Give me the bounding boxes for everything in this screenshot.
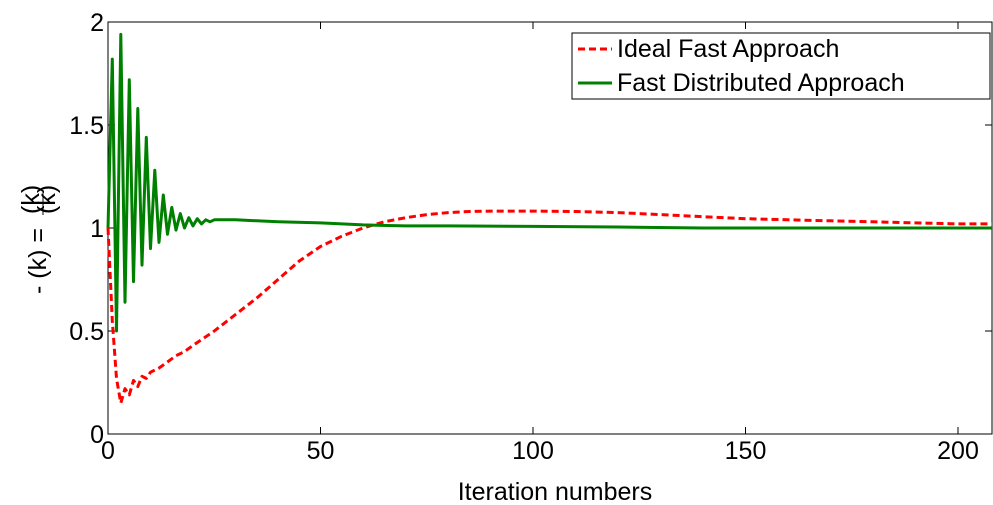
x-axis-title: Iteration numbers: [458, 478, 653, 505]
y-tick-label: 0.5: [69, 318, 104, 346]
x-tick-label: 50: [307, 437, 335, 465]
y-tick-label: 1: [90, 215, 104, 243]
y-axis-fraction-bottom: (k): [33, 185, 61, 214]
y-tick-label: 0: [90, 421, 104, 449]
x-tick-label: 150: [725, 437, 767, 465]
series-line-ideal: [106, 209, 992, 405]
x-tick-label: 200: [937, 437, 979, 465]
y-axis-fraction-top: (k): [17, 185, 45, 214]
y-axis-title: - (k) = (k) (k): [17, 185, 61, 294]
ticks: 0 50 100 150 200 0 0.5 1 1.5 2: [69, 9, 992, 465]
legend-box: [571, 32, 991, 100]
legend-label-distributed: Fast Distributed Approach: [617, 69, 905, 97]
series-line-distributed: [106, 32, 992, 333]
legend-label-ideal: Ideal Fast Approach: [617, 35, 839, 63]
x-tick-label: 100: [512, 437, 554, 465]
x-tick-label: 0: [101, 437, 115, 465]
legend: Ideal Fast Approach Fast Distributed App…: [571, 32, 991, 100]
y-tick-label: 2: [90, 9, 104, 37]
series-layer: [106, 32, 992, 405]
y-axis-title-left: - (k) =: [24, 228, 52, 294]
y-tick-label: 1.5: [69, 112, 104, 140]
